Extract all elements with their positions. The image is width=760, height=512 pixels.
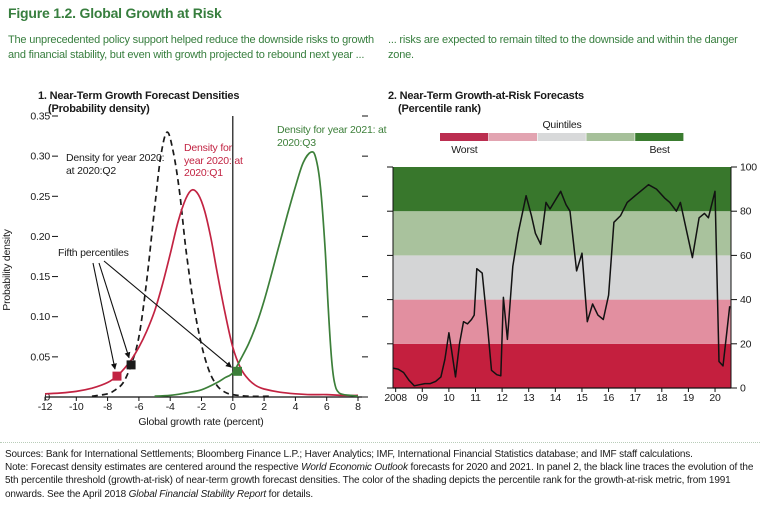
legend-segment <box>440 133 489 141</box>
y-tick-label: 0 <box>44 392 50 404</box>
y-tick-label: 0 <box>740 383 746 395</box>
y-tick-label: 80 <box>740 206 752 218</box>
y-tick-label: 40 <box>740 294 752 306</box>
pointer-arrow <box>103 260 232 368</box>
fifth-percentiles-label: Fifth percentiles <box>58 247 129 259</box>
legend-worst-label: Worst <box>451 144 478 156</box>
x-tick-label: 19 <box>683 392 695 404</box>
panel2-axes: 0 20 40 60 80 100 2008 09 10 11 12 13 14 15 16 17 18 19 20 <box>384 162 757 405</box>
quintile-band <box>393 211 731 256</box>
y-axis-title: Probability density <box>1 228 13 310</box>
x-tick-label: 0 <box>230 401 236 413</box>
fifth-percentile-square <box>232 366 242 376</box>
density-label-2020q2: Density for year 2020: at 2020:Q2 <box>66 152 165 177</box>
x-tick-label: 20 <box>709 392 721 404</box>
y-tick-label: 0.15 <box>30 271 50 283</box>
fifth-percentile-markers <box>112 360 242 381</box>
x-tick-label: 2 <box>261 401 267 413</box>
panel2-subtitle: (Percentile rank) <box>398 103 481 115</box>
x-tick-label: 13 <box>523 392 535 404</box>
y-tick-label: 0.35 <box>30 111 50 123</box>
density-label-2020q1: Density for year 2020: at 2020:Q1 <box>184 142 243 179</box>
note-text: for details. <box>266 488 313 500</box>
x-tick-label: 17 <box>630 392 642 404</box>
legend-title: Quintiles <box>542 119 581 131</box>
panel1-title: 1. Near-Term Growth Forecast Densities (… <box>38 90 239 116</box>
density-curve <box>91 131 272 398</box>
density-curve <box>44 188 359 397</box>
y-tick-label: 0.05 <box>30 351 50 363</box>
x-axis-title: Global growth rate (percent) <box>138 416 263 428</box>
x-tick-label: 11 <box>470 392 481 404</box>
panel1-axes: -12 -10 -8 -6 -4 -2 0 2 4 6 8 0 0.05 0.10 0.15 0.20 0.25… <box>1 111 368 428</box>
density-label-2021q3: Density for year 2021: at 2020:Q3 <box>277 124 387 149</box>
pointer-arrow <box>92 262 117 370</box>
panel2-title: 2. Near-Term Growth-at-Risk Forecasts (P… <box>388 90 584 116</box>
legend-segment <box>635 133 684 141</box>
gfsr-italic: Global Financial Stability Report <box>128 488 267 500</box>
x-tick-label: 12 <box>496 392 508 404</box>
y-tick-label: 0.10 <box>30 311 50 323</box>
note-text: forecasts for 2020 and 2021. In panel 2,… <box>5 462 754 500</box>
legend-best-label: Best <box>649 144 669 156</box>
growth-at-risk-chart: 0 20 40 60 80 100 2008 09 10 11 12 13 14 15 16 17 18 19 20… <box>384 119 757 405</box>
divider-line <box>0 442 760 443</box>
legend-segment <box>586 133 635 141</box>
panel1-subtitle: (Probability density) <box>48 103 150 115</box>
quintile-band <box>393 167 731 212</box>
y-tick-label: 0.30 <box>30 151 50 163</box>
density-curve <box>154 150 359 398</box>
annotation-arrows <box>92 260 232 370</box>
y-tick-label: 20 <box>740 338 752 350</box>
note-line: Note: Forecast density estimates are cen… <box>5 461 757 501</box>
x-tick-label: -4 <box>166 401 175 413</box>
quintile-band <box>393 255 731 300</box>
x-tick-label: 10 <box>443 392 455 404</box>
x-tick-label: -10 <box>69 401 84 413</box>
sources-line: Sources: Bank for International Settleme… <box>5 449 693 460</box>
pointer-arrow <box>98 262 131 359</box>
x-tick-label: 18 <box>656 392 668 404</box>
quintile-band <box>393 343 731 388</box>
x-tick-label: 15 <box>576 392 588 404</box>
quintile-legend: Quintiles Worst Best <box>440 119 684 156</box>
quintile-bands <box>393 167 731 388</box>
y-tick-label: 100 <box>740 162 757 174</box>
x-tick-label: 8 <box>355 401 361 413</box>
intro-text-left: The unprecedented policy support helped … <box>8 34 374 61</box>
x-tick-label: -12 <box>38 401 53 413</box>
x-tick-label: -6 <box>134 401 143 413</box>
x-tick-label: 16 <box>603 392 615 404</box>
panel2-title-line: 2. Near-Term Growth-at-Risk Forecasts <box>388 90 584 102</box>
y-tick-label: 60 <box>740 250 752 262</box>
density-chart: -12 -10 -8 -6 -4 -2 0 2 4 6 8 0 0.05 0.10 0.15 0.20 0.25… <box>1 111 368 428</box>
legend-segment <box>537 133 586 141</box>
x-tick-label: 4 <box>293 401 299 413</box>
x-tick-label: 09 <box>417 392 429 404</box>
source-note-block: Sources: Bank for International Settleme… <box>5 448 757 501</box>
panel1-title-line: 1. Near-Term Growth Forecast Densities <box>38 90 240 102</box>
x-tick-label: 14 <box>550 392 562 404</box>
growth-at-risk-line <box>392 183 731 387</box>
x-tick-label: 2008 <box>384 392 407 404</box>
y-tick-label: 0.20 <box>30 231 50 243</box>
legend-segment <box>488 133 537 141</box>
y-tick-label: 0.25 <box>30 191 50 203</box>
figure-title: Figure 1.2. Global Growth at Risk <box>8 5 222 21</box>
quintile-band <box>393 299 731 344</box>
intro-text-right: ... risks are expected to remain tilted … <box>388 34 738 61</box>
x-tick-label: 6 <box>324 401 330 413</box>
note-text: Note: Forecast density estimates are cen… <box>5 462 302 474</box>
weo-italic: World Economic Outlook <box>301 462 408 474</box>
fifth-percentile-square <box>126 360 136 370</box>
x-tick-label: -2 <box>197 401 206 413</box>
fifth-percentile-square <box>112 371 122 381</box>
x-tick-label: -8 <box>103 401 112 413</box>
